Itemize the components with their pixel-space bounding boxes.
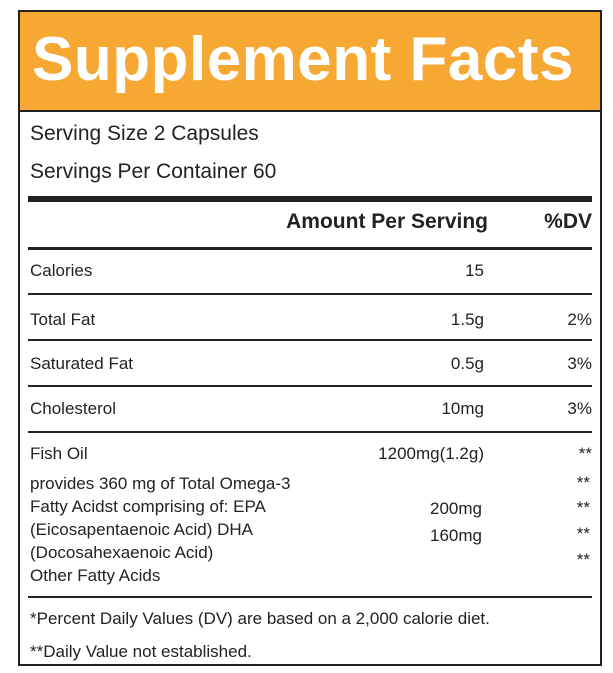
nutrient-dv: ** (578, 444, 592, 463)
footnote-dv: *Percent Daily Values (DV) are based on … (30, 609, 490, 628)
sub-dv: ** (576, 498, 590, 517)
nutrient-amount: 1200mg(1.2g) (378, 444, 484, 463)
footnote-not-established: **Daily Value not established. (30, 642, 252, 661)
fish-oil-detail-line: Fatty Acidst comprising of: EPA (30, 497, 266, 516)
nutrient-name: Total Fat (30, 310, 96, 329)
panel-title: Supplement Facts (32, 25, 574, 94)
nutrient-amount: 0.5g (450, 354, 484, 373)
header-divider (28, 247, 592, 250)
row-divider (28, 339, 592, 341)
sub-dv: ** (576, 473, 590, 492)
dha-amount: 160mg (430, 526, 482, 545)
nutrient-name: Cholesterol (30, 399, 116, 418)
row-divider (28, 385, 592, 387)
nutrient-name: Calories (30, 261, 93, 280)
amount-column-header: Amount Per Serving (286, 210, 488, 233)
fish-oil-detail-line: (Eicosapentaenoic Acid) DHA (30, 520, 254, 539)
fish-oil-detail-line: Other Fatty Acids (30, 566, 161, 585)
nutrient-name: Fish Oil (30, 444, 88, 463)
serving-size: Serving Size 2 Capsules (30, 122, 259, 145)
nutrient-name: Saturated Fat (30, 354, 134, 373)
dv-column-header: %DV (544, 210, 592, 233)
nutrient-amount: 1.5g (450, 310, 484, 329)
sub-dv: ** (576, 524, 590, 543)
fish-oil-detail-line: provides 360 mg of Total Omega-3 (30, 474, 291, 493)
row-divider (28, 431, 592, 433)
row-divider (28, 293, 592, 295)
servings-per-container: Servings Per Container 60 (30, 160, 277, 183)
sub-dv: ** (576, 550, 590, 569)
fish-oil-detail-line: (Docosahexaenoic Acid) (30, 543, 214, 562)
footnote-divider (28, 596, 592, 598)
epa-amount: 200mg (430, 499, 482, 518)
nutrient-dv: 3% (567, 399, 592, 418)
supplement-facts-panel: Supplement Facts Serving Size 2 Capsules… (18, 10, 602, 666)
header-banner: Supplement Facts (20, 12, 600, 112)
nutrient-dv: 3% (567, 354, 592, 373)
nutrient-amount: 10mg (441, 399, 484, 418)
nutrient-dv: 2% (567, 310, 592, 329)
thick-divider (28, 196, 592, 202)
nutrient-amount: 15 (465, 261, 484, 280)
